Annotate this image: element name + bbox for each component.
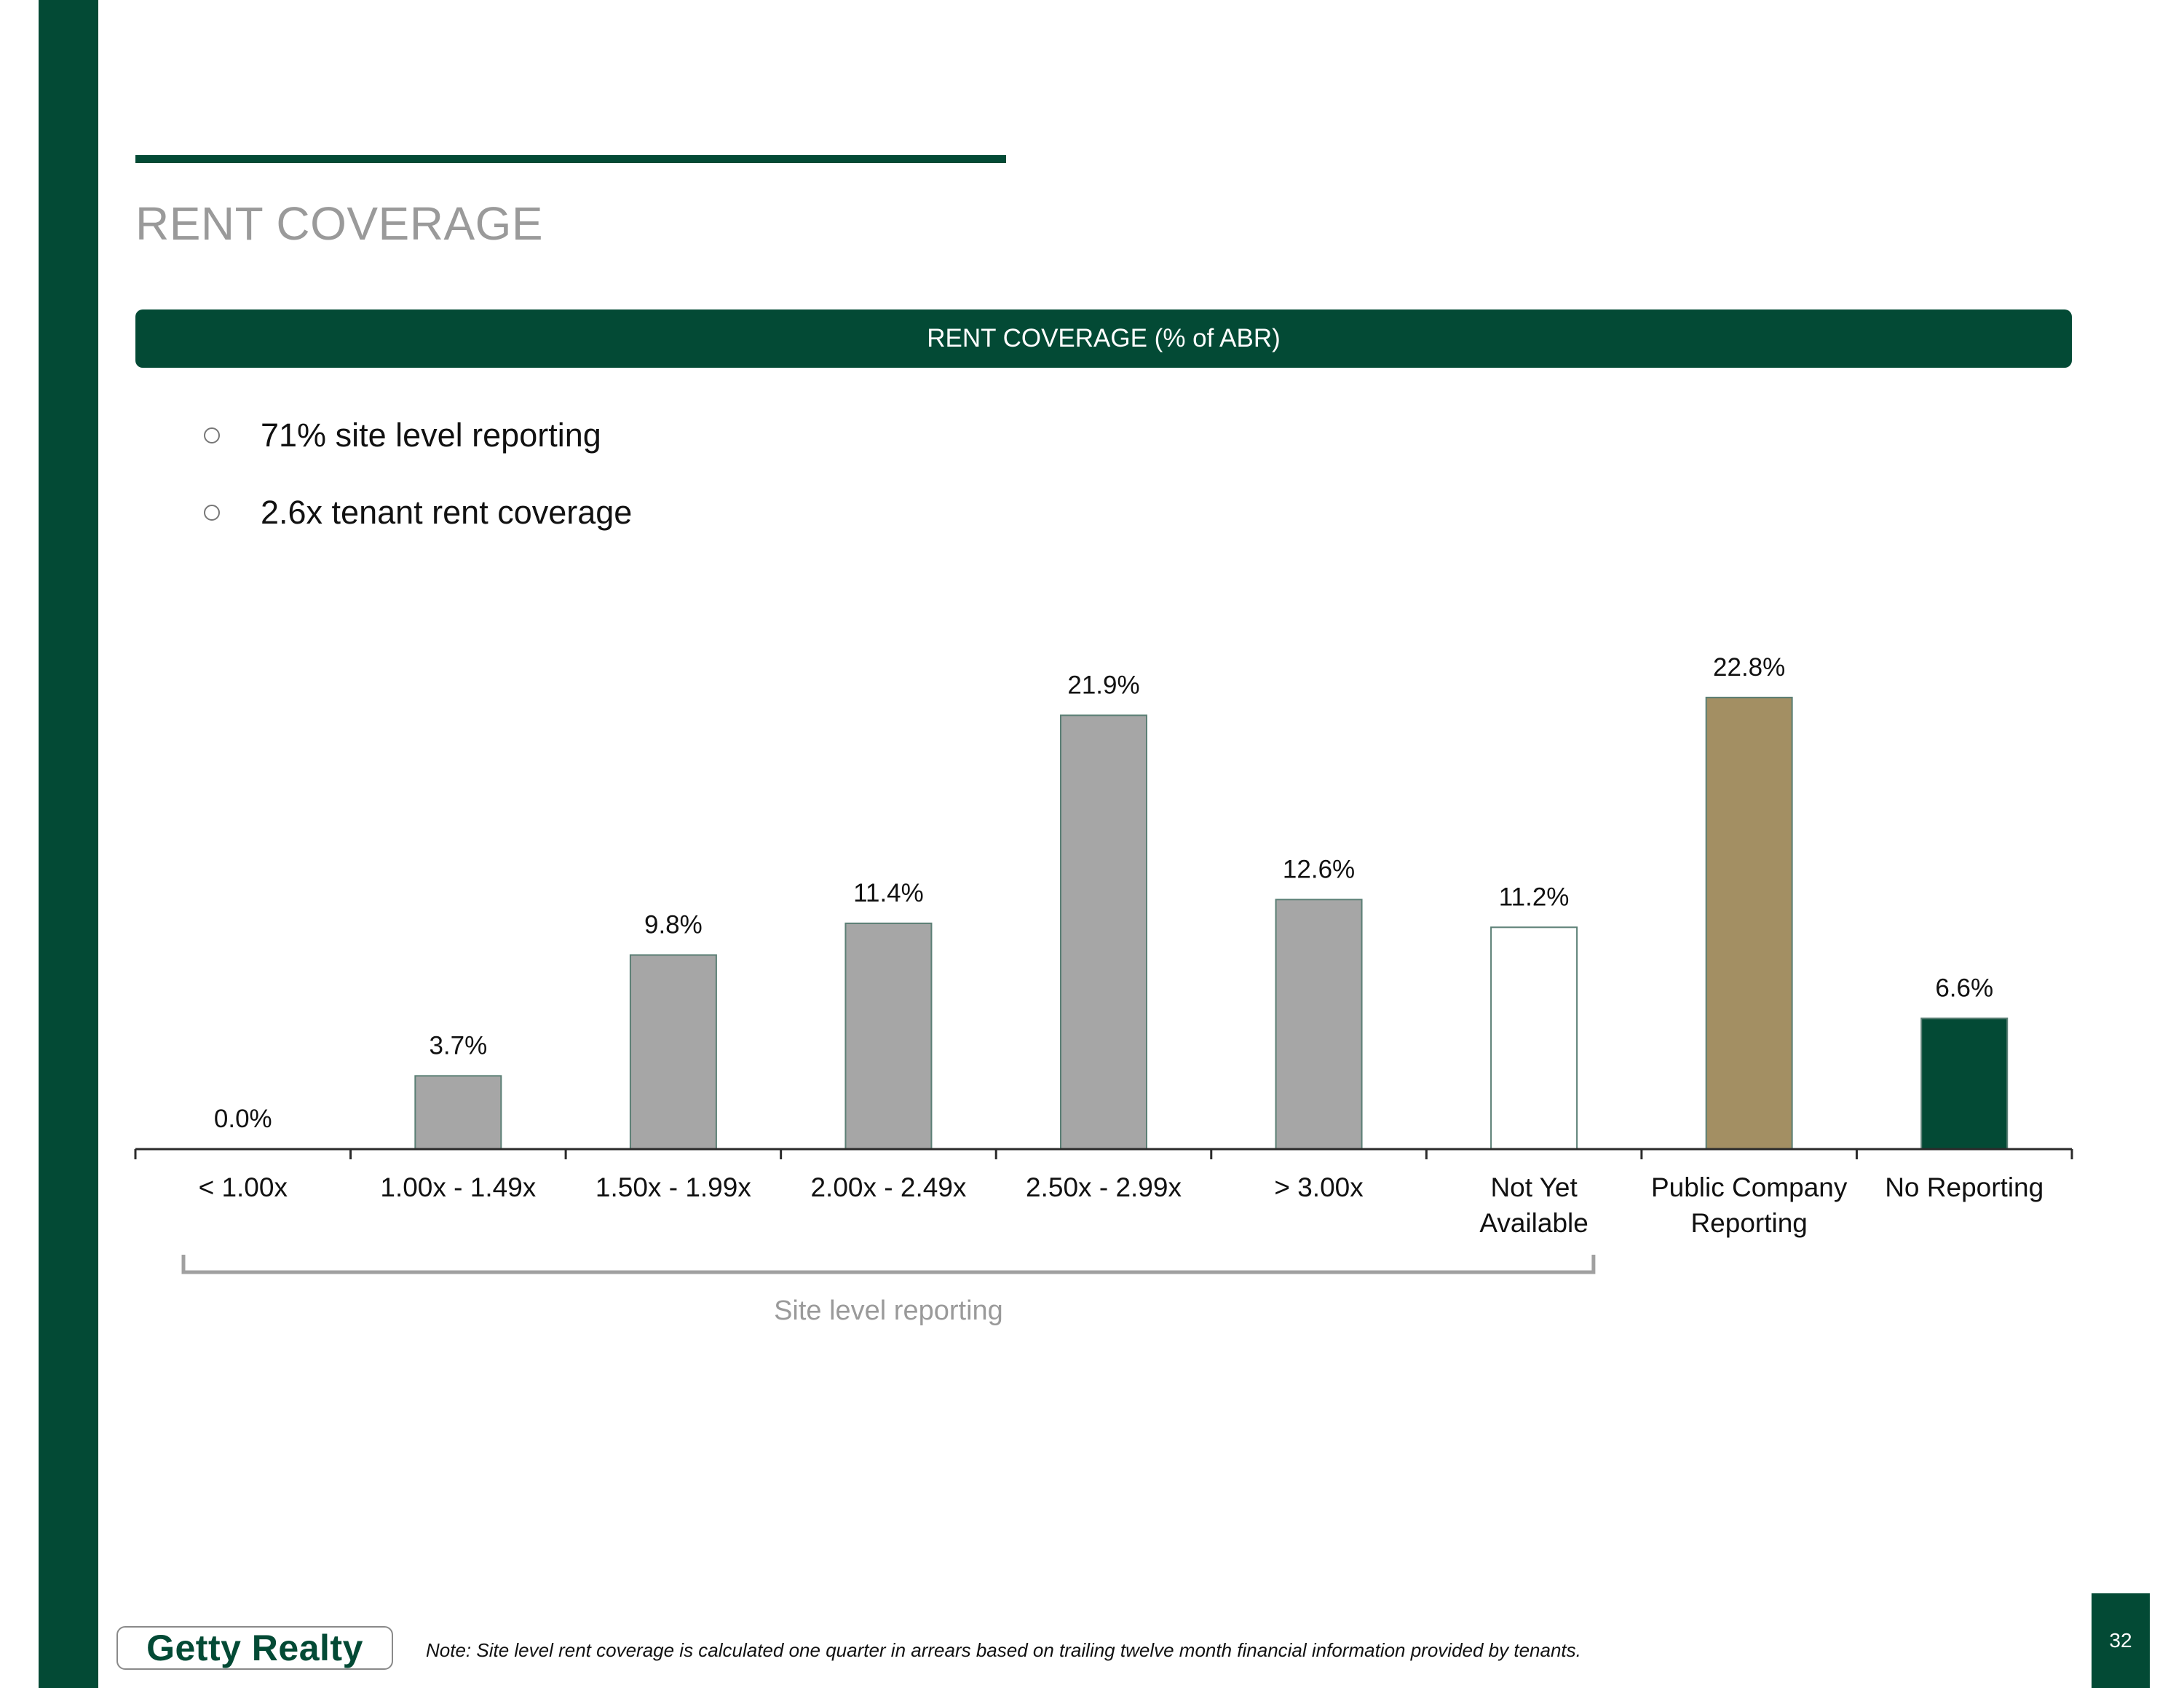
tick-label: Public Company (1651, 1172, 1848, 1202)
data-label: 3.7% (429, 1031, 487, 1060)
logo-text: Getty Realty (146, 1628, 363, 1668)
data-label: 22.8% (1713, 653, 1785, 682)
bar-group (414, 696, 2009, 1151)
bullet-text: 2.6x tenant rent coverage (261, 494, 633, 531)
bullet-item: 71% site level reporting (204, 415, 632, 456)
tick-label: Available (1479, 1208, 1588, 1238)
bullet-circle-icon (204, 427, 220, 443)
getty-realty-logo: Getty Realty (116, 1626, 393, 1670)
data-label: 0.0% (214, 1105, 272, 1133)
tick-label: No Reporting (1885, 1172, 2043, 1202)
data-label: 12.6% (1283, 855, 1355, 883)
page-number-badge: 32 (2092, 1593, 2150, 1688)
page-number: 32 (2109, 1629, 2132, 1652)
bullet-circle-icon (204, 505, 220, 521)
bar-5 (1060, 714, 1147, 1150)
footnote: Note: Site level rent coverage is calcul… (426, 1639, 1581, 1661)
data-label: 11.2% (1499, 883, 1570, 911)
bullet-item: 2.6x tenant rent coverage (204, 492, 632, 533)
data-label: 11.4% (853, 879, 924, 907)
bullet-text: 71% site level reporting (261, 417, 601, 454)
bracket-label: Site level reporting (774, 1295, 1003, 1326)
data-label-group: 0.0% 3.7% 9.8% 11.4% 21.9% 12.6% 11.2% 22.8% 6.6… (214, 653, 1993, 1133)
bar-8 (1705, 696, 1793, 1150)
bullet-list: 71% site level reporting 2.6x tenant ren… (204, 415, 632, 569)
tick-label: Reporting (1690, 1208, 1807, 1238)
page-title: RENT COVERAGE (135, 197, 544, 250)
bar-7 (1490, 926, 1578, 1150)
tick-label: 1.50x - 1.99x (596, 1172, 751, 1202)
site-level-bracket: Site level reporting (181, 1255, 1596, 1326)
bar-6 (1275, 899, 1363, 1151)
title-rule (135, 155, 1006, 163)
tick-label: > 3.00x (1274, 1172, 1364, 1202)
bar-3 (629, 954, 717, 1150)
bar-9 (1920, 1017, 2009, 1150)
tick-label: 1.00x - 1.49x (380, 1172, 536, 1202)
data-label: 21.9% (1067, 671, 1139, 699)
bracket-line (181, 1255, 1596, 1274)
data-label: 6.6% (1935, 974, 1993, 1002)
chart-banner: RENT COVERAGE (% of ABR) (135, 309, 2072, 368)
tick-label-group: < 1.00x 1.00x - 1.49x 1.50x - 1.99x 2.00x -… (199, 1172, 2044, 1238)
x-axis (134, 1148, 2073, 1159)
tick-label: 2.50x - 2.99x (1026, 1172, 1182, 1202)
left-accent-bar (39, 0, 98, 1688)
tick-label: 2.00x - 2.49x (810, 1172, 966, 1202)
bar-4 (844, 922, 933, 1151)
bar-2 (414, 1075, 502, 1150)
chart-banner-label: RENT COVERAGE (% of ABR) (927, 324, 1281, 352)
tick-label: < 1.00x (199, 1172, 288, 1202)
tick-label: Not Yet (1490, 1172, 1578, 1202)
data-label: 9.8% (644, 910, 703, 939)
